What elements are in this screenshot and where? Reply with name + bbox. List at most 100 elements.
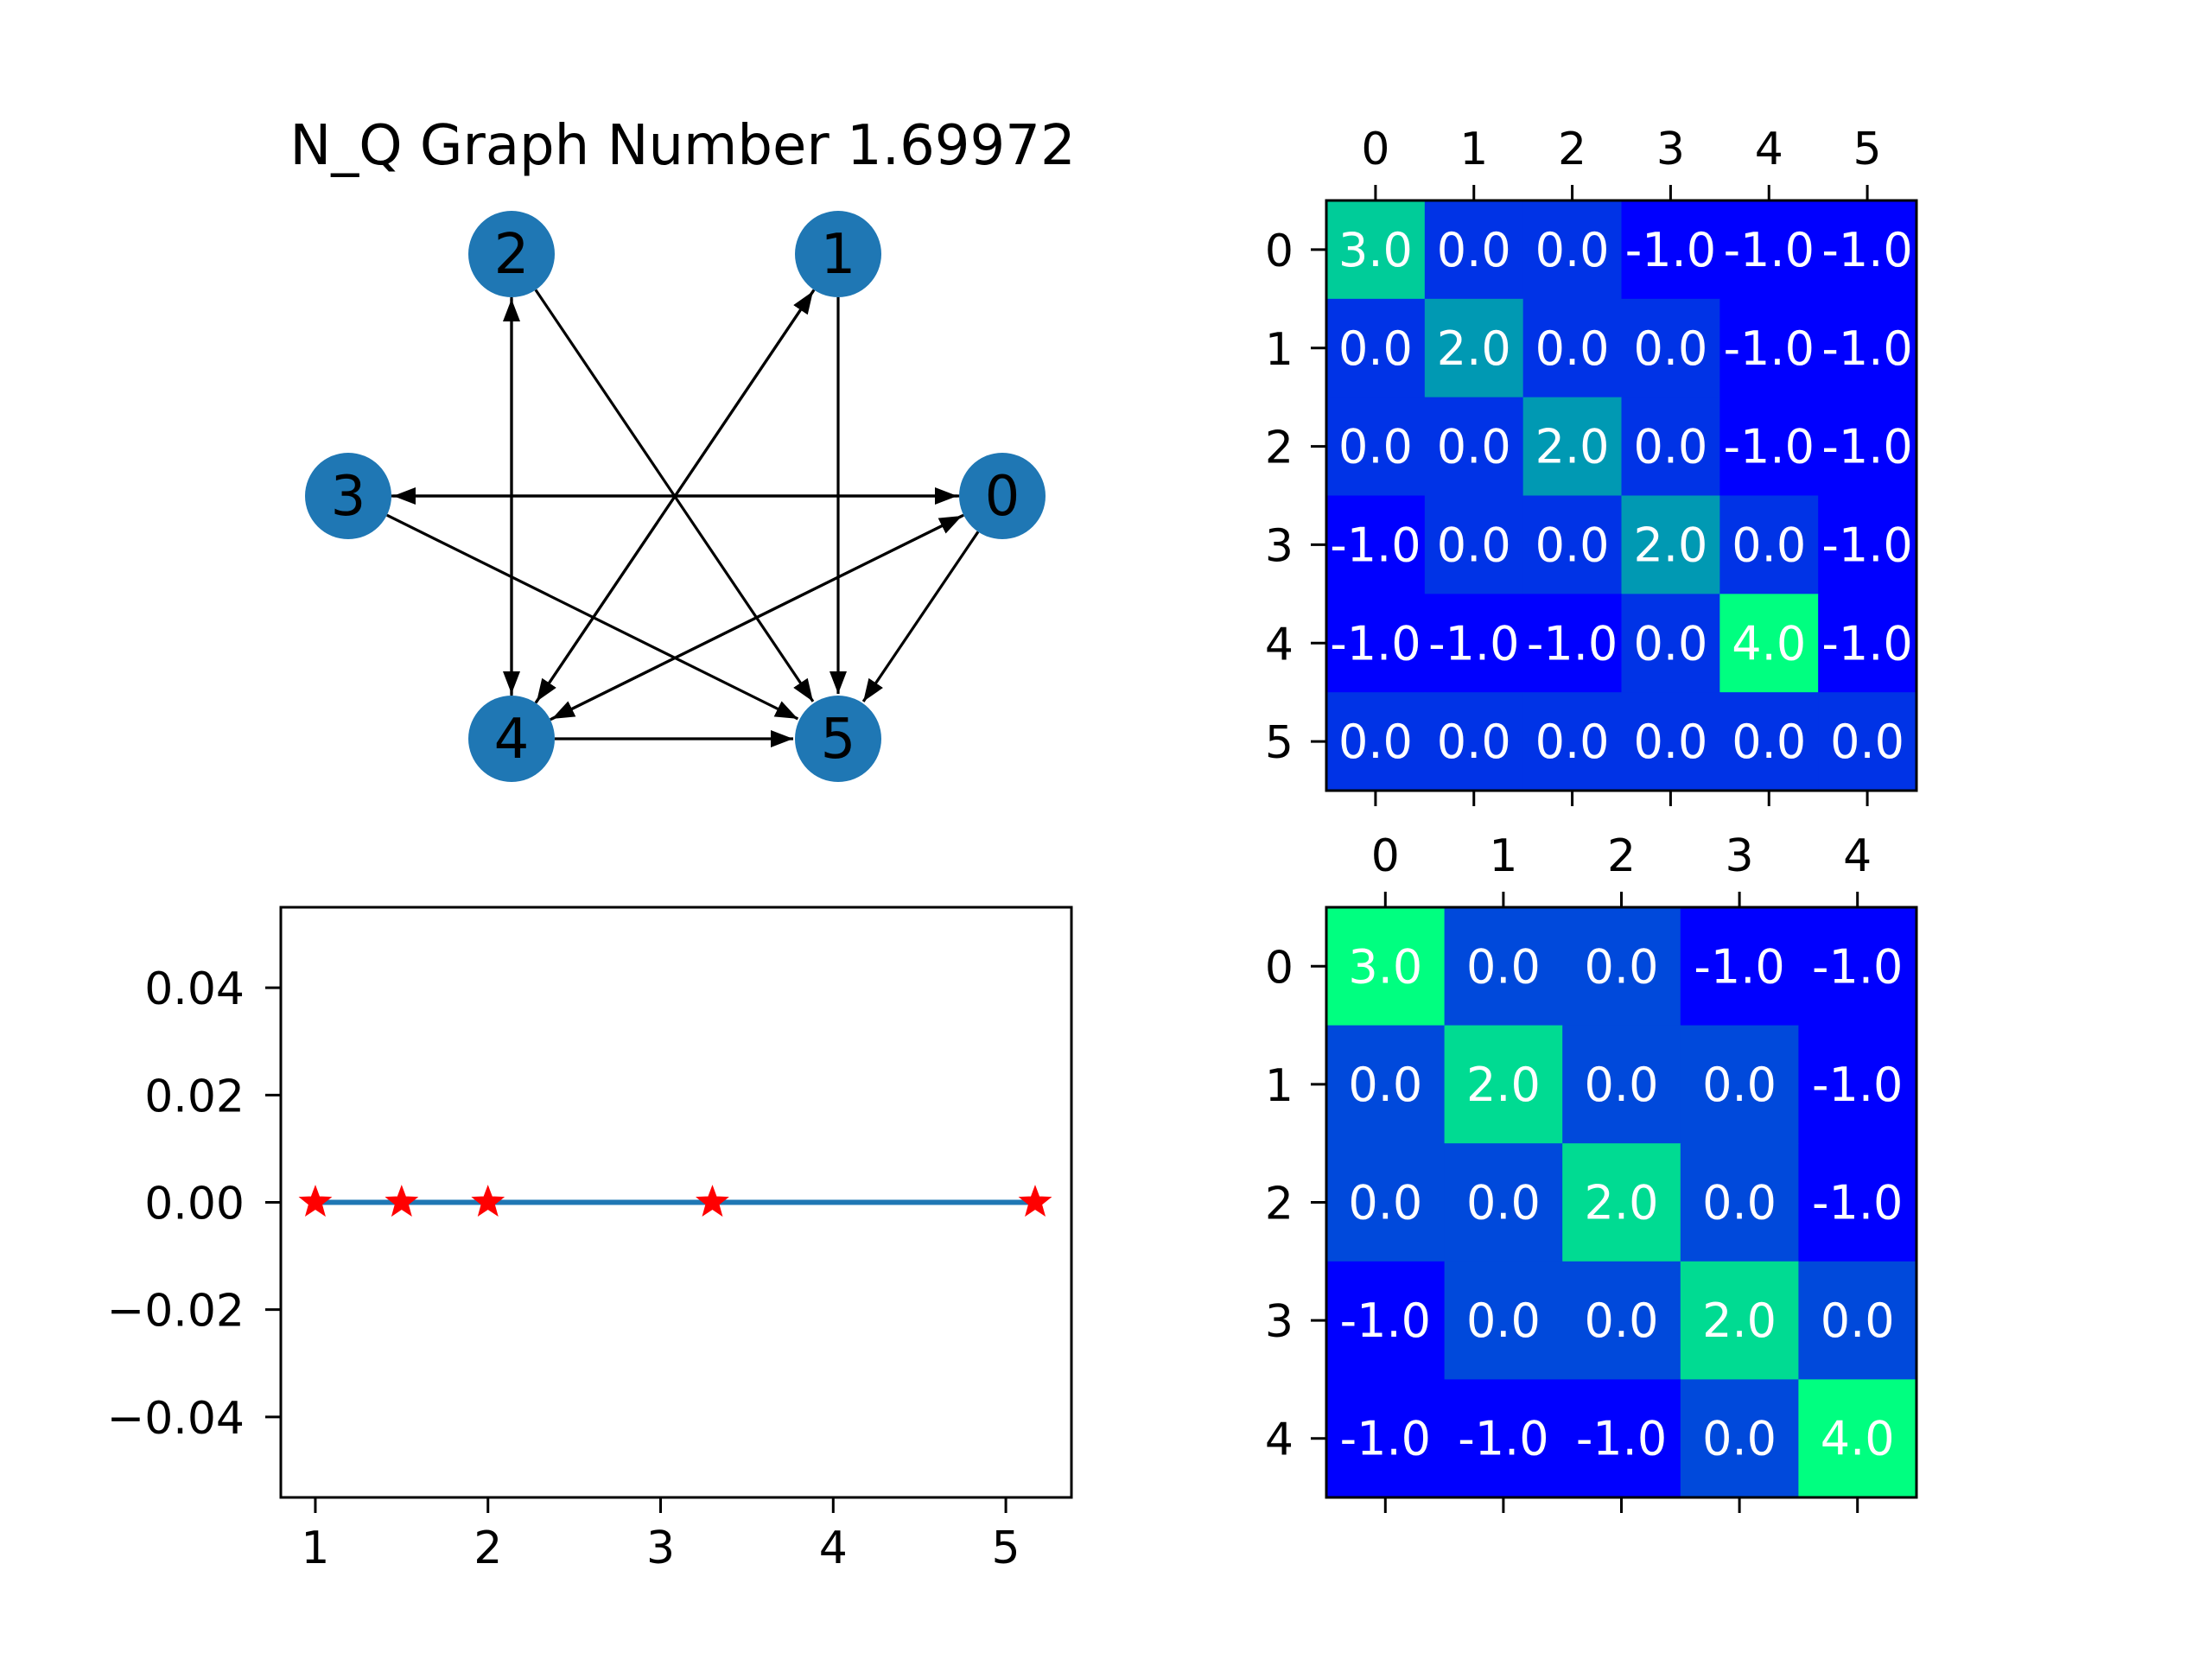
heatmap-top-cell-label-0-4: -1.0	[1724, 223, 1815, 277]
heatmap-bottom-cell-label-0-2: 0.0	[1585, 939, 1659, 994]
heatmap-bottom-cell-4-1	[1444, 1379, 1563, 1498]
heatmap-top-xtick-label-5: 5	[1853, 124, 1882, 175]
heatmap-top-xtick-label-4: 4	[1755, 124, 1783, 175]
heatmap-top-ytick-label-4: 4	[1265, 619, 1294, 671]
line-plot-marker-1	[385, 1185, 419, 1217]
heatmap-bottom-cell-2-1	[1444, 1143, 1563, 1262]
heatmap-bottom-cell-0-4	[1798, 907, 1917, 1027]
heatmap-top-cell-label-5-5: 0.0	[1830, 715, 1904, 769]
graph-edge-0-5	[861, 531, 980, 702]
heatmap-top-ytick-label-2: 2	[1265, 423, 1294, 474]
heatmap-top-xtick-label-3: 3	[1656, 124, 1685, 175]
heatmap-bottom-cell-label-3-3: 2.0	[1702, 1294, 1777, 1348]
heatmap-top-cell-3-2	[1522, 495, 1623, 594]
heatmap-bottom-cell-label-1-3: 0.0	[1702, 1058, 1777, 1112]
heatmap-top-cell-3-4	[1719, 495, 1819, 594]
heatmap-top-panel: 3.0 0.0 0.0 -1.0 -1.0 -1.00.0 2.0 0.0 0.0 -1.0 -1.…	[1265, 124, 1918, 806]
heatmap-top-cell-label-3-2: 0.0	[1535, 518, 1610, 572]
heatmap-bottom-panel: 3.0 0.0 0.0 -1.0 -1.0 0.0 2.0 0.0 0.0 -1.0 0.0 0.0 2…	[1265, 830, 1918, 1513]
graph-node-label-0: 0	[985, 465, 1020, 529]
heatmap-top-cell-2-1	[1424, 397, 1524, 497]
heatmap-top-cell-label-1-5: -1.0	[1821, 321, 1912, 376]
heatmap-top-cell-4-5	[1818, 594, 1917, 693]
heatmap-bottom-cell-label-3-0: -1.0	[1340, 1294, 1431, 1348]
heatmap-bottom-cell-1-0	[1326, 1025, 1446, 1144]
heatmap-bottom-ytick-label-1: 1	[1265, 1060, 1294, 1112]
heatmap-top-cell-0-3	[1621, 200, 1720, 300]
heatmap-top-cell-2-5	[1818, 397, 1917, 497]
heatmap-bottom-cell-4-0	[1326, 1379, 1446, 1498]
heatmap-bottom-cell-label-2-0: 0.0	[1348, 1176, 1422, 1230]
heatmap-top-cell-label-1-2: 0.0	[1535, 321, 1610, 376]
heatmap-bottom-cell-label-4-0: -1.0	[1340, 1412, 1431, 1466]
heatmap-top-ytick-label-0: 0	[1265, 226, 1294, 277]
line-plot-xtick-label-2: 3	[646, 1522, 675, 1574]
heatmap-bottom-cell-1-4	[1798, 1025, 1917, 1144]
graph-node-label-3: 3	[331, 465, 366, 529]
heatmap-top-cell-2-0	[1326, 397, 1426, 497]
heatmap-bottom-ytick-label-3: 3	[1265, 1296, 1294, 1348]
line-plot-marker-4	[1018, 1185, 1052, 1217]
heatmap-bottom-cell-label-0-3: -1.0	[1694, 939, 1784, 994]
heatmap-bottom-cell-label-0-1: 0.0	[1466, 939, 1541, 994]
heatmap-bottom-cell-3-0	[1326, 1261, 1446, 1380]
graph-nodes: 0 1 2 3 4 5	[305, 211, 1046, 782]
heatmap-bottom-cell-label-2-3: 0.0	[1702, 1176, 1777, 1230]
heatmap-top-cell-1-4	[1719, 298, 1819, 398]
heatmap-top-ytick-label-1: 1	[1265, 324, 1294, 376]
heatmap-top-cell-4-2	[1522, 594, 1623, 693]
heatmap-top-cell-4-3	[1621, 594, 1720, 693]
graph-title: N_Q Graph Number 1.69972	[289, 114, 1075, 178]
heatmap-top-cell-label-1-0: 0.0	[1338, 321, 1413, 376]
heatmap-bottom-cell-1-1	[1444, 1025, 1563, 1144]
heatmap-top-cell-label-0-2: 0.0	[1535, 223, 1610, 277]
line-plot-ytick-label-3: −0.02	[107, 1286, 245, 1338]
heatmap-top-cell-2-3	[1621, 397, 1720, 497]
graph-node-2	[468, 211, 555, 297]
heatmap-top-cell-label-3-3: 2.0	[1633, 518, 1707, 572]
heatmap-top-cell-3-3	[1621, 495, 1720, 594]
heatmap-bottom-cell-label-2-1: 0.0	[1466, 1176, 1541, 1230]
heatmap-top-cell-1-0	[1326, 298, 1426, 398]
graph-edge-2-5	[534, 289, 815, 702]
heatmap-bottom-cell-1-2	[1562, 1025, 1681, 1144]
heatmap-top-cell-2-2	[1522, 397, 1623, 497]
heatmap-bottom-cell-label-0-0: 3.0	[1348, 939, 1422, 994]
heatmap-bottom-cell-3-3	[1680, 1261, 1799, 1380]
heatmap-bottom-cell-label-4-4: 4.0	[1821, 1412, 1895, 1466]
heatmap-top-cell-label-5-4: 0.0	[1732, 715, 1806, 769]
heatmap-top-cell-label-0-3: -1.0	[1625, 223, 1716, 277]
heatmap-top-frame	[1325, 199, 1918, 792]
heatmap-top-cell-1-2	[1522, 298, 1623, 398]
heatmap-top-ytick-label-3: 3	[1265, 520, 1294, 572]
heatmap-top-cell-label-5-1: 0.0	[1437, 715, 1511, 769]
heatmap-top-cell-label-3-1: 0.0	[1437, 518, 1511, 572]
line-plot-ytick-label-1: 0.02	[144, 1071, 245, 1122]
graph-edges	[386, 289, 980, 747]
heatmap-top-cell-label-5-0: 0.0	[1338, 715, 1413, 769]
heatmap-bottom-xtick-label-4: 4	[1843, 830, 1872, 882]
heatmap-bottom-ytick-label-0: 0	[1265, 942, 1294, 994]
heatmap-top-cell-label-4-2: -1.0	[1527, 616, 1618, 671]
heatmap-top-cell-label-4-3: 0.0	[1633, 616, 1707, 671]
heatmap-top-cell-0-4	[1719, 200, 1819, 300]
graph-node-label-5: 5	[821, 708, 856, 772]
heatmap-top-cell-label-3-0: -1.0	[1330, 518, 1421, 572]
heatmap-bottom-cell-0-3	[1680, 907, 1799, 1027]
line-plot-marker-0	[298, 1185, 333, 1217]
heatmap-top-cell-label-2-4: -1.0	[1724, 420, 1815, 474]
heatmap-top-cell-label-0-5: -1.0	[1821, 223, 1912, 277]
heatmap-bottom-cell-label-1-0: 0.0	[1348, 1058, 1422, 1112]
heatmap-top-ytick-label-5: 5	[1265, 717, 1294, 769]
heatmap-top-cell-5-5	[1818, 692, 1917, 791]
heatmap-bottom-cell-0-1	[1444, 907, 1563, 1027]
heatmap-bottom-cell-3-4	[1798, 1261, 1917, 1380]
heatmap-bottom-cell-3-1	[1444, 1261, 1563, 1380]
graph-node-label-1: 1	[821, 223, 856, 287]
graph-node-3	[305, 453, 391, 539]
heatmap-top-cell-1-5	[1818, 298, 1917, 398]
heatmap-bottom-xtick-label-1: 1	[1489, 830, 1517, 882]
heatmap-top-cell-label-1-1: 2.0	[1437, 321, 1511, 376]
graph-node-4	[468, 696, 555, 782]
heatmap-top-xtick-label-0: 0	[1361, 124, 1389, 175]
